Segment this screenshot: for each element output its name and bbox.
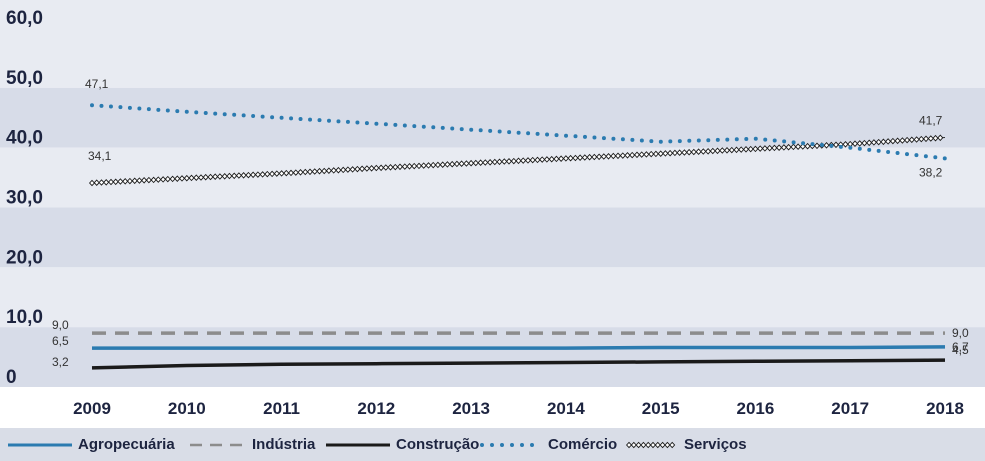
data-label-start-industria: 9,0 — [52, 318, 69, 332]
x-axis-tick-labels: 2009 2010 2011 2012 2013 2014 2015 2016 2017 2018 — [73, 399, 964, 418]
x-tick-label: 2010 — [168, 399, 206, 418]
x-tick-label: 2016 — [737, 399, 775, 418]
x-tick-label: 2014 — [547, 399, 585, 418]
y-tick-label: 60,0 — [6, 8, 43, 29]
legend-item-construcao: Construção — [326, 428, 479, 461]
data-label-end-construcao: 4,5 — [952, 343, 969, 357]
x-tick-label: 2015 — [642, 399, 680, 418]
x-tick-label: 2017 — [831, 399, 869, 418]
series-line-comercio — [90, 103, 947, 161]
legend-swatch-construcao — [326, 443, 390, 446]
data-label-start-servicos: 34,1 — [88, 149, 112, 163]
legend: Agropecuária Indústria Construção Comérc… — [0, 428, 985, 461]
x-tick-label: 2012 — [357, 399, 395, 418]
legend-item-servicos: Serviços — [626, 428, 747, 461]
series-lines — [88, 103, 947, 370]
legend-label-comercio: Comércio — [548, 436, 618, 453]
data-label-end-agropecuaria: 6,7 — [952, 340, 969, 354]
legend-label-agropecuaria: Agropecuária — [78, 436, 175, 453]
x-tick-label: 2018 — [926, 399, 964, 418]
legend-label-industria: Indústria — [252, 436, 316, 453]
legend-item-industria: Indústria — [190, 428, 315, 461]
plot-band — [0, 207, 985, 268]
series-line-construcao — [91, 358, 946, 370]
plot-band — [0, 147, 985, 208]
data-label-end-comercio: 38,2 — [919, 165, 943, 179]
series-line-servicos — [88, 134, 946, 187]
legend-item-agropecuaria: Agropecuária — [8, 428, 175, 461]
y-tick-label: 20,0 — [6, 247, 43, 268]
y-tick-label: 0 — [6, 367, 17, 388]
x-tick-label: 2013 — [452, 399, 490, 418]
legend-swatch-industria — [190, 443, 246, 446]
data-label-start-agropecuaria: 6,5 — [52, 334, 69, 348]
plot-band — [0, 87, 985, 148]
legend-label-construcao: Construção — [396, 436, 480, 453]
data-label-end-servicos: 41,7 — [919, 113, 943, 127]
plot-band — [0, 267, 985, 328]
y-tick-label: 30,0 — [6, 188, 43, 209]
series-line-agropecuaria — [92, 345, 946, 350]
x-tick-label: 2009 — [73, 399, 111, 418]
legend-label-servicos: Serviços — [684, 436, 747, 453]
chart-canvas: 60,050,040,030,020,010,00 2009 2010 2011 20… — [0, 0, 985, 418]
plot-bands — [0, 0, 985, 387]
legend-swatch-servicos — [626, 441, 676, 448]
data-label-start-comercio: 47,1 — [85, 77, 109, 91]
plot-band — [0, 327, 985, 387]
data-label-end-industria: 9,0 — [952, 326, 969, 340]
y-tick-label: 40,0 — [6, 128, 43, 149]
data-labels: 6,5 6,79,09,03,24,547,138,234,141,7 — [52, 77, 969, 369]
data-label-start-construcao: 3,2 — [52, 355, 69, 369]
legend-swatch-agropecuaria — [8, 443, 72, 446]
y-tick-label: 10,0 — [6, 307, 43, 328]
y-tick-label: 50,0 — [6, 68, 43, 89]
x-tick-label: 2011 — [263, 399, 300, 418]
legend-swatch-comercio — [480, 442, 542, 447]
plot-band — [0, 0, 985, 88]
legend-item-comercio: Comércio — [480, 428, 617, 461]
y-axis-tick-labels: 60,0 50,0 40,0 30,0 20,0 10,0 0 — [6, 8, 43, 388]
